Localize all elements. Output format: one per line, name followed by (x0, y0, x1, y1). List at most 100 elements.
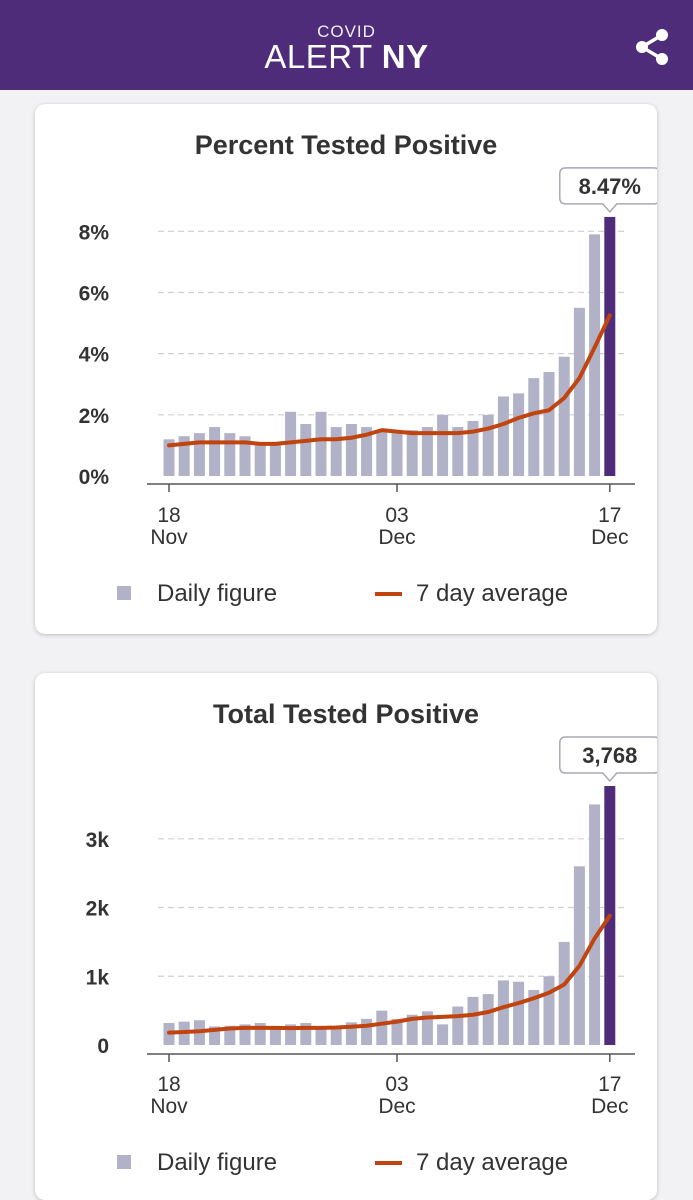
bar (467, 420, 479, 476)
bar (437, 414, 449, 476)
bar (345, 1022, 357, 1045)
bar (391, 1018, 403, 1045)
total-positive-chart: Total Tested Positive01k2k3k18Nov03Dec17… (86, 699, 657, 1176)
legend-average-label: 7 day average (416, 580, 568, 607)
bar (573, 307, 585, 476)
legend-daily-swatch (117, 586, 131, 600)
bar (163, 439, 175, 476)
bar (528, 990, 540, 1045)
x-tick-day: 17 (598, 504, 621, 527)
bar (573, 866, 585, 1045)
bar (497, 980, 509, 1045)
bar (239, 436, 251, 476)
legend-daily-label: Daily figure (157, 1149, 277, 1176)
bar (482, 414, 494, 476)
bar (497, 396, 509, 476)
percent-positive-card: Percent Tested Positive 0% 2% 4% 6% 8% 18 Nov 03… (35, 104, 657, 634)
bar (315, 1027, 327, 1045)
bar (543, 372, 555, 476)
bar (269, 445, 281, 476)
bar (254, 1023, 266, 1045)
x-tick-day: 03 (385, 1073, 408, 1096)
x-tick-month: Dec (378, 526, 415, 549)
bar (452, 427, 464, 476)
y-tick-label: 8% (79, 221, 110, 244)
bar (406, 430, 418, 476)
y-tick-label: 0% (79, 466, 110, 489)
chart-title: Percent Tested Positive (195, 130, 498, 160)
bar (178, 436, 190, 476)
average-line (167, 313, 612, 448)
bar (421, 1011, 433, 1045)
y-tick-label: 3k (86, 829, 110, 852)
value-callout (559, 167, 657, 214)
brand-logo: ALERT NY (0, 38, 693, 76)
share-icon[interactable] (633, 28, 671, 66)
bar (193, 433, 205, 476)
bar (330, 427, 342, 476)
bar (437, 1024, 449, 1045)
x-tick-day: 03 (385, 504, 408, 527)
bar (376, 1010, 388, 1045)
bar (315, 411, 327, 476)
value-callout (559, 736, 657, 783)
value-callout-text: 3,768 (582, 743, 637, 768)
bar (421, 427, 433, 476)
bar (467, 996, 479, 1045)
x-tick-month: Nov (150, 526, 188, 549)
value-callout-text: 8.47% (579, 174, 641, 199)
bar (558, 356, 570, 476)
app-header: COVID ALERT NY (0, 0, 693, 90)
bar (528, 378, 540, 476)
bar (345, 424, 357, 476)
x-tick-day: 18 (157, 1073, 180, 1096)
x-tick-month: Dec (378, 1095, 415, 1118)
bar (224, 1025, 236, 1045)
bar (543, 976, 555, 1045)
bar (285, 1024, 297, 1045)
bar (209, 427, 221, 476)
bar (558, 941, 570, 1045)
bar (391, 433, 403, 476)
bar (482, 994, 494, 1045)
bar (361, 427, 373, 476)
brand-alert-text: ALERT (264, 38, 373, 75)
x-tick-month: Dec (591, 526, 628, 549)
bar (452, 1006, 464, 1045)
bar (300, 1023, 312, 1045)
y-tick-label: 2k (86, 898, 110, 921)
y-tick-label: 0 (97, 1035, 109, 1058)
bar (376, 430, 388, 476)
y-tick-label: 2% (79, 405, 110, 428)
brand-ny-text: NY (381, 38, 429, 75)
bar (254, 445, 266, 476)
bar (589, 804, 601, 1045)
legend-average-label: 7 day average (416, 1149, 568, 1176)
x-tick-day: 18 (157, 504, 180, 527)
bar (300, 424, 312, 476)
total-positive-card: Total Tested Positive 0 1k 2k 3k 18 Nov 03 Dec 17… (35, 673, 657, 1200)
x-tick-month: Nov (150, 1095, 188, 1118)
legend-daily-label: Daily figure (157, 580, 277, 607)
y-tick-label: 4% (79, 344, 110, 367)
bar (589, 234, 601, 476)
bar (361, 1018, 373, 1045)
bar (209, 1026, 221, 1045)
bar (330, 1027, 342, 1045)
bar (513, 981, 525, 1045)
x-tick-day: 17 (598, 1073, 621, 1096)
bar (269, 1026, 281, 1045)
legend-daily-swatch (117, 1155, 131, 1169)
y-tick-label: 6% (79, 282, 110, 305)
bar (513, 393, 525, 476)
brand-covid-label: COVID (317, 22, 376, 41)
bar-latest (604, 216, 616, 476)
y-tick-label: 1k (86, 966, 110, 989)
chart-title: Total Tested Positive (213, 699, 479, 729)
average-line (167, 913, 612, 1035)
bar (224, 433, 236, 476)
x-tick-month: Dec (591, 1095, 628, 1118)
bar (406, 1014, 418, 1045)
bar (239, 1024, 251, 1045)
